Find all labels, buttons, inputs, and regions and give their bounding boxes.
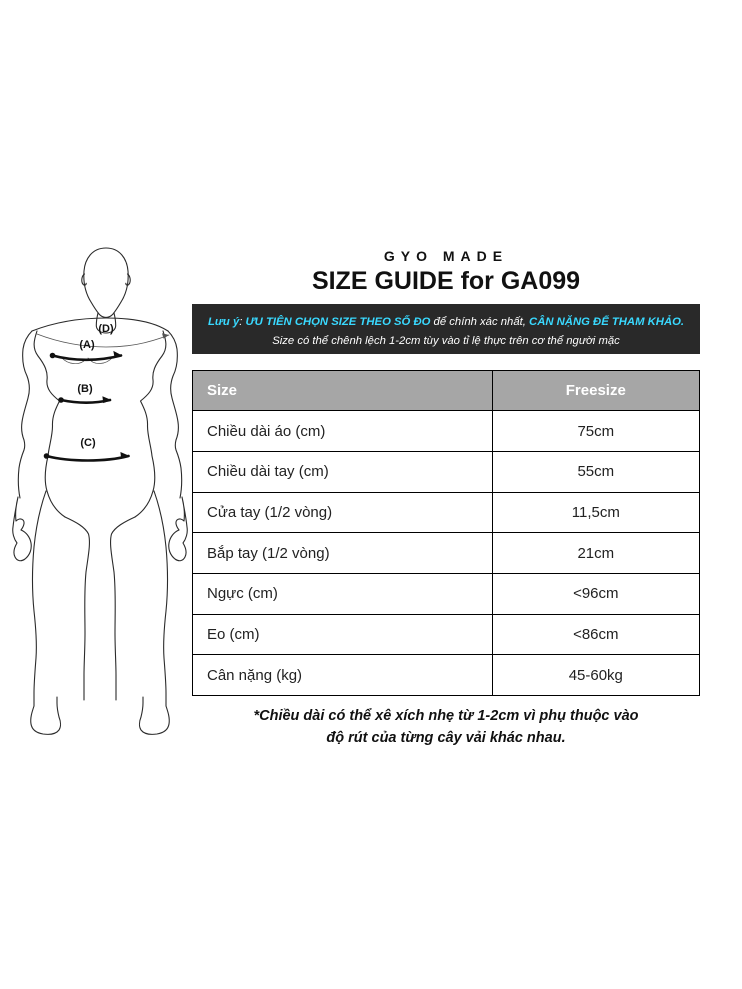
svg-text:(B): (B) [77,383,93,395]
svg-text:(D): (D) [98,323,114,335]
svg-text:(C): (C) [80,437,96,449]
svg-text:(A): (A) [79,339,95,351]
